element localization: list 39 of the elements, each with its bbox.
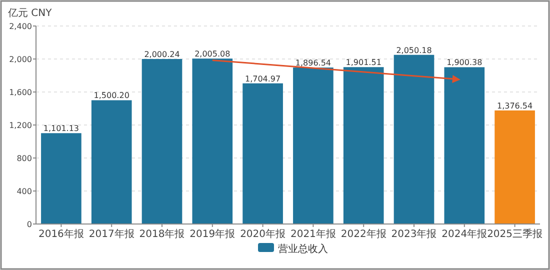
y-tick-label: 400 — [16, 187, 32, 196]
x-tick-label: 2016年报 — [38, 228, 84, 240]
bar — [192, 58, 233, 224]
bar — [494, 110, 535, 224]
data-label: 1,500.20 — [94, 91, 130, 100]
y-tick-label: 2,000 — [9, 55, 32, 64]
data-label: 2,050.18 — [396, 46, 432, 55]
data-label: 1,901.51 — [346, 58, 382, 68]
data-label: 1,376.54 — [496, 101, 533, 110]
x-tick-label: 2025三季报 — [487, 228, 543, 240]
data-label: 1,900.38 — [446, 58, 482, 68]
data-label: 2,000.24 — [144, 50, 180, 59]
legend-label: 营业总收入 — [278, 243, 328, 255]
y-tick-label: 0 — [26, 220, 32, 229]
data-label: 1,896.54 — [295, 58, 332, 68]
bar — [242, 83, 283, 224]
y-tick-label: 1,600 — [9, 88, 32, 97]
bar — [394, 54, 434, 224]
x-tick-label: 2017年报 — [88, 228, 134, 240]
bar — [41, 133, 82, 224]
y-tick-label: 1,200 — [9, 121, 32, 130]
x-tick-label: 2021年报 — [290, 228, 336, 240]
x-tick-label: 2022年报 — [340, 228, 386, 240]
data-label: 1,101.13 — [43, 124, 80, 134]
y-tick-label: 2,400 — [9, 22, 32, 31]
y-tick-label: 800 — [16, 154, 32, 163]
x-tick-label: 2023年报 — [391, 228, 437, 240]
x-tick-label: 2020年报 — [240, 228, 286, 240]
x-tick-label: 2018年报 — [139, 228, 185, 240]
bar — [142, 58, 182, 224]
bar — [293, 68, 334, 224]
y-axis-title: 亿元 CNY — [7, 8, 53, 19]
bar — [343, 67, 384, 224]
bar — [444, 67, 485, 224]
x-tick-label: 2019年报 — [190, 228, 236, 240]
x-tick-label: 2024年报 — [442, 228, 488, 240]
data-label: 1,704.97 — [244, 74, 281, 84]
data-label: 2,005.08 — [194, 50, 230, 59]
bar — [91, 100, 132, 224]
